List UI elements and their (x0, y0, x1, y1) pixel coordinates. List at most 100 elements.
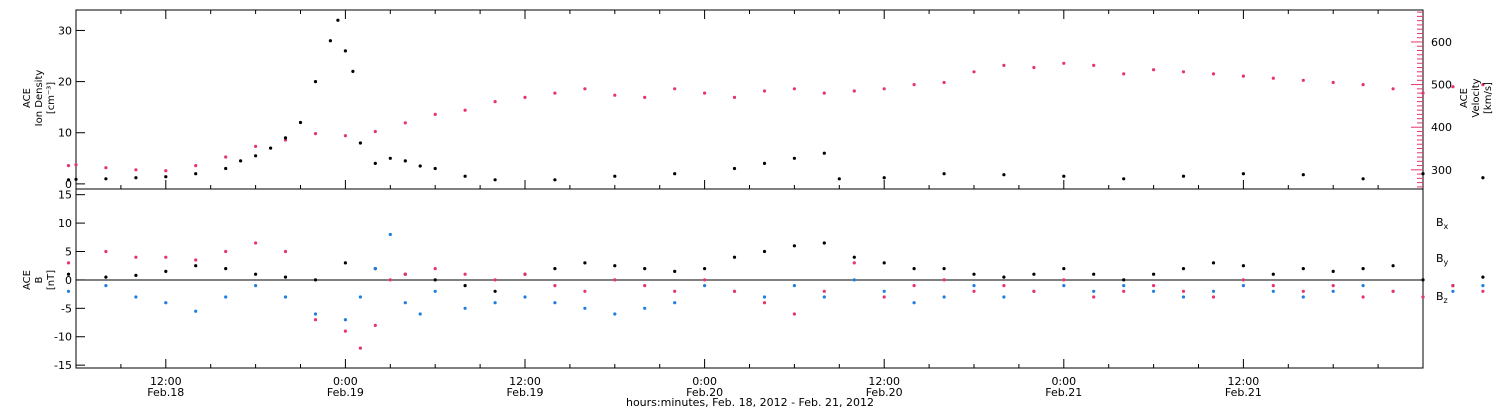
velocity-point (882, 87, 886, 91)
bfield-point (732, 255, 737, 259)
bfield-point (283, 275, 288, 279)
x-tick-time: 0:00 (692, 375, 717, 388)
velocity-point (583, 87, 587, 91)
velocity-point (792, 87, 797, 91)
bfield-point (673, 289, 677, 293)
density-point (351, 69, 355, 73)
bfield-point (1152, 284, 1156, 288)
bfield-point (283, 295, 288, 299)
density-point (433, 166, 437, 171)
velocity-point (972, 70, 976, 74)
density-point (194, 172, 198, 176)
bfield-point (1211, 295, 1216, 299)
bfield-point (224, 295, 228, 299)
bfield-point (1211, 261, 1216, 265)
top-right-ytick-label: 600 (1431, 36, 1452, 49)
density-point (403, 159, 407, 163)
velocity-point (1391, 87, 1395, 91)
density-point (1181, 174, 1186, 178)
bfield-point (613, 312, 617, 316)
x-axis-title: hours:minutes, Feb. 18, 2012 - Feb. 21, … (626, 396, 874, 409)
bfield-point (673, 301, 677, 305)
bfield-point (822, 289, 826, 293)
bfield-point (762, 295, 767, 299)
density-point (254, 154, 258, 158)
bfield-point (194, 309, 198, 313)
velocity-point (343, 134, 347, 138)
velocity-point (1002, 63, 1006, 67)
bfield-point (1062, 284, 1066, 288)
density-point (1122, 177, 1126, 181)
bfield-point (523, 295, 527, 299)
bfield-point (224, 267, 228, 271)
legend-by: By (1436, 252, 1449, 267)
velocity-point (1152, 68, 1156, 72)
velocity-point (373, 129, 377, 134)
x-tick-date: Feb.20 (866, 386, 903, 399)
bfield-point (134, 295, 138, 299)
bfield-point (643, 306, 647, 310)
velocity-point (1211, 72, 1216, 76)
x-tick-date: Feb.19 (507, 386, 544, 399)
density-point (942, 172, 946, 176)
bfield-point (104, 249, 108, 254)
density-point (224, 166, 228, 171)
bottom-ytick-label: -5 (61, 302, 72, 315)
bfield-point (1152, 289, 1156, 293)
bfield-point (1391, 264, 1395, 268)
bfield-point (224, 249, 228, 254)
bfield-point (852, 255, 856, 259)
density-point (313, 80, 318, 84)
bfield-point (358, 295, 362, 299)
bfield-point (792, 284, 797, 288)
bfield-point (1181, 295, 1186, 299)
bfield-point (822, 241, 826, 245)
density-point (1421, 172, 1425, 176)
bfield-point (643, 267, 647, 271)
top-right-ytick-label: 500 (1431, 79, 1452, 92)
bfield-point (358, 346, 362, 350)
density-point (673, 172, 677, 176)
density-point (388, 156, 392, 160)
bfield-point (972, 284, 976, 288)
top-left-ylabel-line2: Ion Density (34, 70, 45, 127)
velocity-point (1241, 74, 1245, 78)
velocity-point (403, 121, 407, 125)
bfield-point (1301, 289, 1305, 293)
velocity-point (912, 83, 916, 87)
velocity-point (822, 91, 826, 95)
density-point (837, 177, 841, 181)
top-right-ylabel-line3: [km/s] (1483, 82, 1494, 114)
density-point (1481, 176, 1485, 180)
bfield-point (283, 249, 288, 254)
bfield-point (164, 255, 168, 259)
velocity-point (673, 87, 677, 91)
velocity-point (313, 132, 318, 136)
bfield-point (194, 264, 198, 268)
bfield-point (1122, 284, 1126, 288)
bfield-point (463, 284, 467, 288)
velocity-point (164, 169, 168, 173)
velocity-point (194, 164, 198, 168)
velocity-point (66, 164, 71, 168)
velocity-point (1451, 85, 1455, 89)
bottom-ylabel-line3: [nT] (46, 270, 57, 290)
density-point (822, 151, 826, 155)
bfield-point (1181, 267, 1186, 271)
velocity-point (1481, 83, 1485, 87)
bfield-point (433, 278, 437, 282)
bfield-point (388, 232, 392, 237)
bfield-point (1301, 295, 1305, 299)
x-tick-time: 0:00 (333, 375, 358, 388)
velocity-point (732, 95, 737, 99)
legend-bx: Bx (1436, 216, 1449, 231)
velocity-point (1181, 70, 1186, 74)
x-tick-date: Feb.21 (1045, 386, 1082, 399)
bfield-point (553, 301, 557, 305)
bfield-point (1241, 264, 1245, 268)
density-point (328, 39, 332, 43)
bfield-point (1092, 295, 1096, 299)
density-point (104, 177, 108, 181)
density-point (239, 159, 243, 163)
bfield-point (493, 278, 497, 282)
